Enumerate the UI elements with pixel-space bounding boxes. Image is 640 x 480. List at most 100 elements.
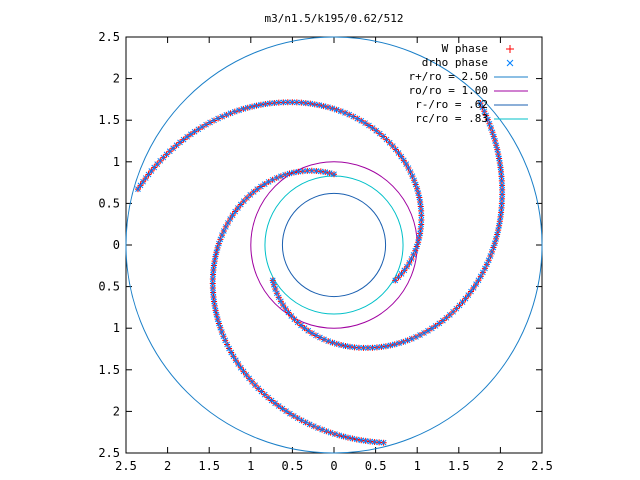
drho-phase-point	[400, 157, 407, 164]
drho-phase-point	[495, 151, 502, 157]
drho-phase-point	[269, 277, 276, 284]
drho-phase-point	[373, 127, 380, 134]
drho-phase-point	[254, 186, 261, 193]
x-tick-label: 0	[330, 459, 337, 473]
drho-phase-point	[498, 205, 505, 211]
drho-phase-point	[417, 230, 423, 237]
drho-phase-point	[230, 353, 237, 360]
drho-phase-point	[191, 128, 198, 135]
x-tick-label: 2.5	[115, 459, 137, 473]
drho-phase-point	[340, 433, 347, 440]
legend-entry-drho-phase: drho phase	[422, 56, 514, 69]
drho-phase-point	[405, 165, 412, 171]
x-tick-label: 2	[497, 459, 504, 473]
drho-phase-point	[137, 182, 144, 189]
drho-phase-point	[298, 99, 305, 106]
drho-phase-point	[280, 99, 287, 106]
drho-phase-point	[417, 203, 424, 210]
drho-phase-point	[342, 343, 349, 349]
drho-phase-point	[228, 349, 235, 356]
drho-phase-point	[211, 258, 218, 264]
drho-phase-point	[214, 245, 221, 251]
drho-phase-point	[473, 281, 479, 287]
drho-phase-point	[345, 434, 351, 441]
drho-phase-point	[349, 435, 356, 442]
legend-entry-w-phase: W phase	[442, 42, 514, 55]
drho-phase-point	[232, 208, 239, 215]
phase-points	[134, 99, 506, 446]
x-tick-label: 0.5	[282, 459, 304, 473]
x-tick-label: 1.5	[448, 459, 470, 473]
legend-marker-cross	[506, 59, 514, 67]
drho-phase-point	[135, 186, 141, 192]
drho-phase-point	[366, 122, 372, 129]
y-tick-label: 2	[113, 72, 120, 86]
drho-phase-point	[209, 276, 216, 282]
y-tick-label: 1.5	[98, 113, 120, 127]
y-tick-label: 1	[113, 155, 120, 169]
drho-phase-point	[235, 361, 242, 367]
drho-phase-point	[475, 277, 482, 284]
drho-phase-point	[301, 325, 308, 331]
drho-phase-point	[290, 413, 297, 419]
drho-phase-point	[309, 330, 315, 337]
x-tick-labels: 2.5 2 1.5 1 0.5 0 0.5 1 1.5 2 2.5	[115, 459, 553, 473]
drho-phase-point	[287, 410, 293, 417]
y-tick-label: 1	[113, 321, 120, 335]
drho-phase-point	[418, 208, 425, 214]
circle-r+ro	[125, 36, 543, 454]
drho-phase-point	[418, 212, 425, 219]
drho-phase-point	[470, 285, 477, 291]
drho-phase-point	[436, 320, 443, 327]
drho-phase-point	[184, 134, 191, 140]
drho-phase-point	[347, 343, 353, 350]
drho-phase-point	[180, 136, 187, 143]
drho-phase-point	[213, 311, 220, 318]
drho-phase-point	[203, 121, 209, 128]
y-tick-label: 2.5	[98, 30, 120, 44]
drho-phase-point	[418, 217, 425, 223]
drho-phase-point	[211, 298, 217, 305]
drho-phase-point	[356, 344, 362, 351]
legend-label: r+/ro = 2.50	[409, 70, 488, 83]
drho-phase-point	[496, 155, 502, 162]
drho-phase-point	[237, 364, 244, 371]
drho-phase-point	[298, 322, 304, 329]
drho-phase-point	[210, 271, 216, 278]
drho-phase-point	[326, 170, 333, 176]
drho-phase-point	[232, 357, 239, 364]
drho-phase-point	[333, 341, 340, 347]
drho-phase-point	[378, 344, 385, 350]
drho-phase-point	[383, 343, 389, 350]
x-tick-label: 0.5	[365, 459, 387, 473]
drho-phase-point	[265, 179, 272, 185]
drho-phase-point	[275, 99, 282, 106]
drho-phase-point	[498, 173, 505, 180]
drho-phase-point	[280, 302, 287, 309]
drho-phase-point	[142, 175, 149, 181]
drho-phase-point	[313, 168, 320, 174]
legend-label: drho phase	[422, 56, 488, 69]
drho-phase-point	[499, 187, 505, 193]
axis-ticks	[125, 36, 543, 454]
drho-phase-point	[417, 199, 423, 205]
drho-phase-point	[229, 212, 236, 219]
drho-phase-point	[187, 131, 194, 138]
drho-phase-point	[498, 209, 504, 216]
legend-entry-r-plus: r+/ro = 2.50	[409, 70, 528, 83]
drho-phase-point	[369, 344, 376, 351]
drho-phase-point	[428, 325, 435, 332]
drho-phase-point	[416, 194, 423, 201]
drho-phase-point	[277, 298, 284, 305]
drho-phase-point	[358, 117, 365, 124]
drho-phase-point	[497, 164, 504, 171]
drho-phase-point	[496, 160, 503, 166]
drho-phase-point	[498, 178, 505, 184]
drho-phase-point	[465, 292, 472, 298]
circle-r-ro	[281, 192, 387, 298]
drho-phase-point	[210, 289, 216, 296]
drho-phase-point	[325, 104, 331, 111]
legend-label: r-/ro = .62	[415, 98, 488, 111]
chart-title: m3/n1.5/k195/0.62/512	[264, 12, 403, 25]
y-tick-label: 2.5	[98, 446, 120, 460]
